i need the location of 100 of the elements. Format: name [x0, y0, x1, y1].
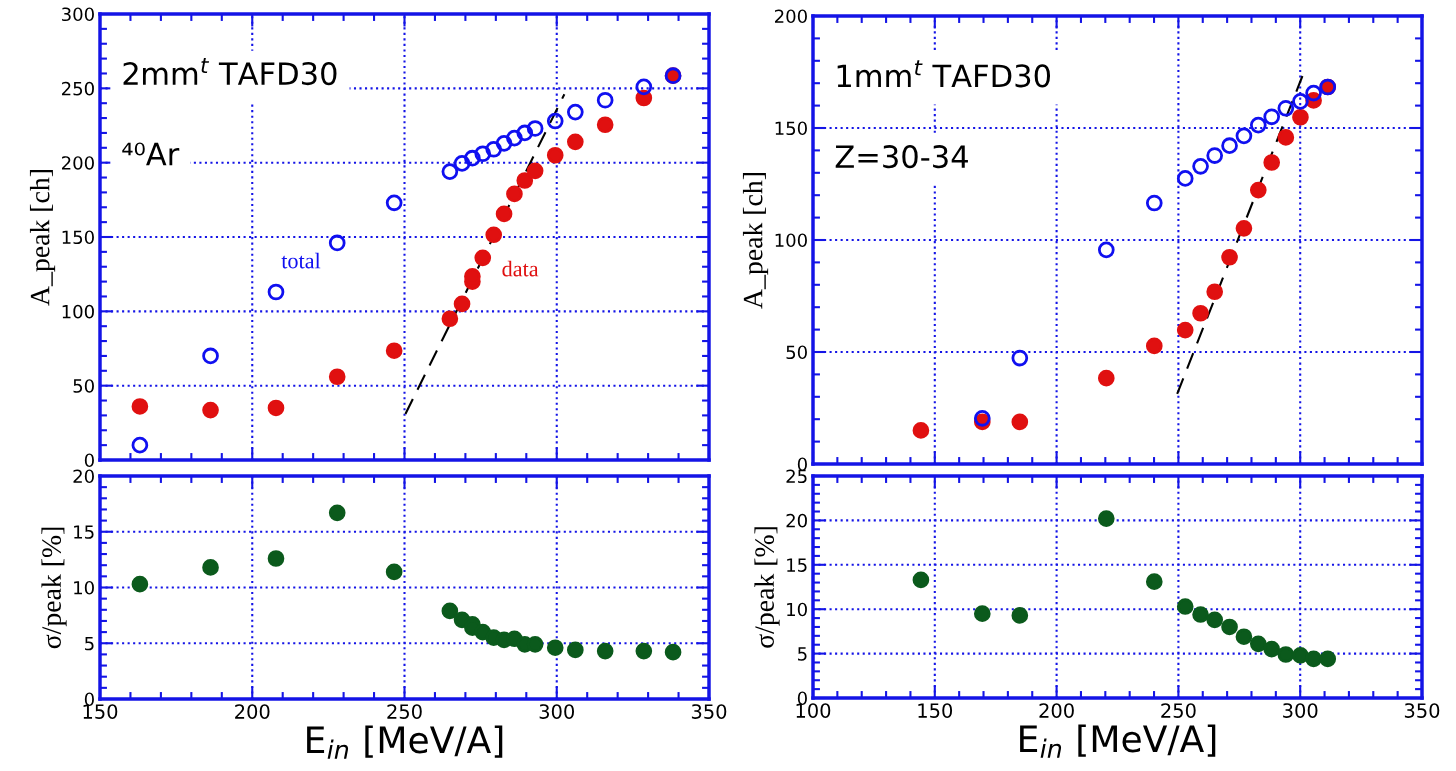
point	[566, 103, 584, 121]
y-tick-label: 100	[775, 233, 807, 248]
point	[1235, 220, 1253, 237]
annotation: Z=30-34	[835, 145, 968, 169]
point	[1011, 413, 1029, 431]
y-tick-label: 25	[786, 469, 807, 484]
point	[1277, 129, 1295, 146]
x-tick-label: 150	[918, 703, 953, 718]
annotation: 2mm$^{t}$ TAFD30	[123, 57, 337, 86]
x-tick-label: 250	[1161, 703, 1196, 718]
y-tick-label: 10	[74, 580, 94, 595]
y-tick-label: 10	[787, 602, 807, 617]
point	[1097, 369, 1115, 387]
point	[1249, 181, 1267, 199]
point	[1206, 147, 1224, 164]
point	[526, 162, 544, 180]
point	[495, 205, 513, 223]
point	[485, 140, 503, 158]
point	[267, 283, 285, 301]
point	[328, 368, 346, 386]
point	[453, 295, 471, 313]
point	[506, 129, 523, 147]
point	[131, 575, 149, 593]
point	[1221, 137, 1238, 155]
y-tick-label: 0	[84, 453, 94, 468]
point	[1292, 108, 1309, 126]
point	[1263, 640, 1281, 658]
point	[1249, 116, 1267, 134]
point	[1249, 635, 1267, 653]
point	[495, 135, 513, 152]
point	[328, 234, 346, 252]
series-label: total	[281, 252, 321, 269]
point	[1176, 598, 1194, 615]
point	[202, 401, 219, 419]
point	[1097, 510, 1115, 527]
point	[474, 249, 492, 267]
point	[566, 641, 584, 659]
point	[1221, 618, 1238, 636]
point	[1206, 283, 1224, 301]
point	[1145, 337, 1163, 355]
point	[526, 120, 544, 137]
point	[546, 112, 564, 130]
point	[1011, 349, 1029, 367]
point	[1145, 573, 1163, 591]
point	[267, 550, 285, 567]
point	[1176, 321, 1194, 339]
point	[516, 124, 534, 142]
point	[973, 409, 991, 427]
x-tick-label: 350	[691, 704, 727, 719]
x-tick-label: 200	[1039, 703, 1074, 718]
point	[328, 504, 346, 522]
point	[506, 185, 523, 203]
point	[1192, 157, 1209, 175]
y-tick-label: 50	[73, 379, 94, 393]
point	[1206, 611, 1224, 629]
y-tick-label: 300	[62, 7, 94, 22]
point	[1305, 84, 1322, 102]
y-tick-label: 5	[798, 647, 807, 661]
point	[912, 422, 930, 439]
y-tick-label: 200	[775, 9, 807, 24]
y-tick-label: 150	[62, 230, 94, 245]
point	[1221, 248, 1238, 266]
point	[1292, 647, 1309, 664]
x-tick-label: 300	[1283, 703, 1318, 718]
point	[464, 149, 481, 167]
point	[1292, 93, 1309, 110]
point	[1263, 154, 1281, 171]
point	[202, 347, 219, 365]
point	[441, 602, 459, 620]
point	[1011, 607, 1029, 624]
y-tick-label: 50	[786, 345, 807, 360]
series-label: data	[502, 260, 539, 277]
point	[131, 398, 149, 415]
point	[566, 133, 584, 151]
point	[131, 436, 149, 454]
point	[441, 310, 459, 328]
point	[635, 642, 653, 660]
point	[1319, 650, 1337, 668]
annotation: 1mm$^{t}$ TAFD30	[837, 60, 1051, 88]
y-axis-title: A_peak [ch]	[742, 173, 769, 309]
y-tick-label: 250	[62, 81, 94, 96]
point	[1097, 241, 1115, 259]
point	[1145, 194, 1163, 212]
y-tick-label: 15	[74, 525, 94, 539]
point	[973, 605, 991, 622]
y-tick-label: 200	[62, 156, 94, 170]
point	[546, 639, 564, 657]
x-tick-label: 300	[539, 704, 575, 719]
point	[1235, 127, 1253, 145]
point	[385, 194, 403, 212]
x-axis-title: E$_{in}$ [MeV/A]	[1020, 724, 1216, 758]
point	[1192, 304, 1209, 322]
point	[441, 163, 459, 180]
annotation: ⁴⁰Ar	[122, 142, 180, 166]
point	[1277, 99, 1295, 117]
point	[485, 226, 503, 244]
point	[1235, 628, 1253, 646]
point	[1263, 108, 1281, 126]
x-tick-label: 200	[235, 704, 270, 719]
y-tick-label: 20	[73, 469, 94, 484]
